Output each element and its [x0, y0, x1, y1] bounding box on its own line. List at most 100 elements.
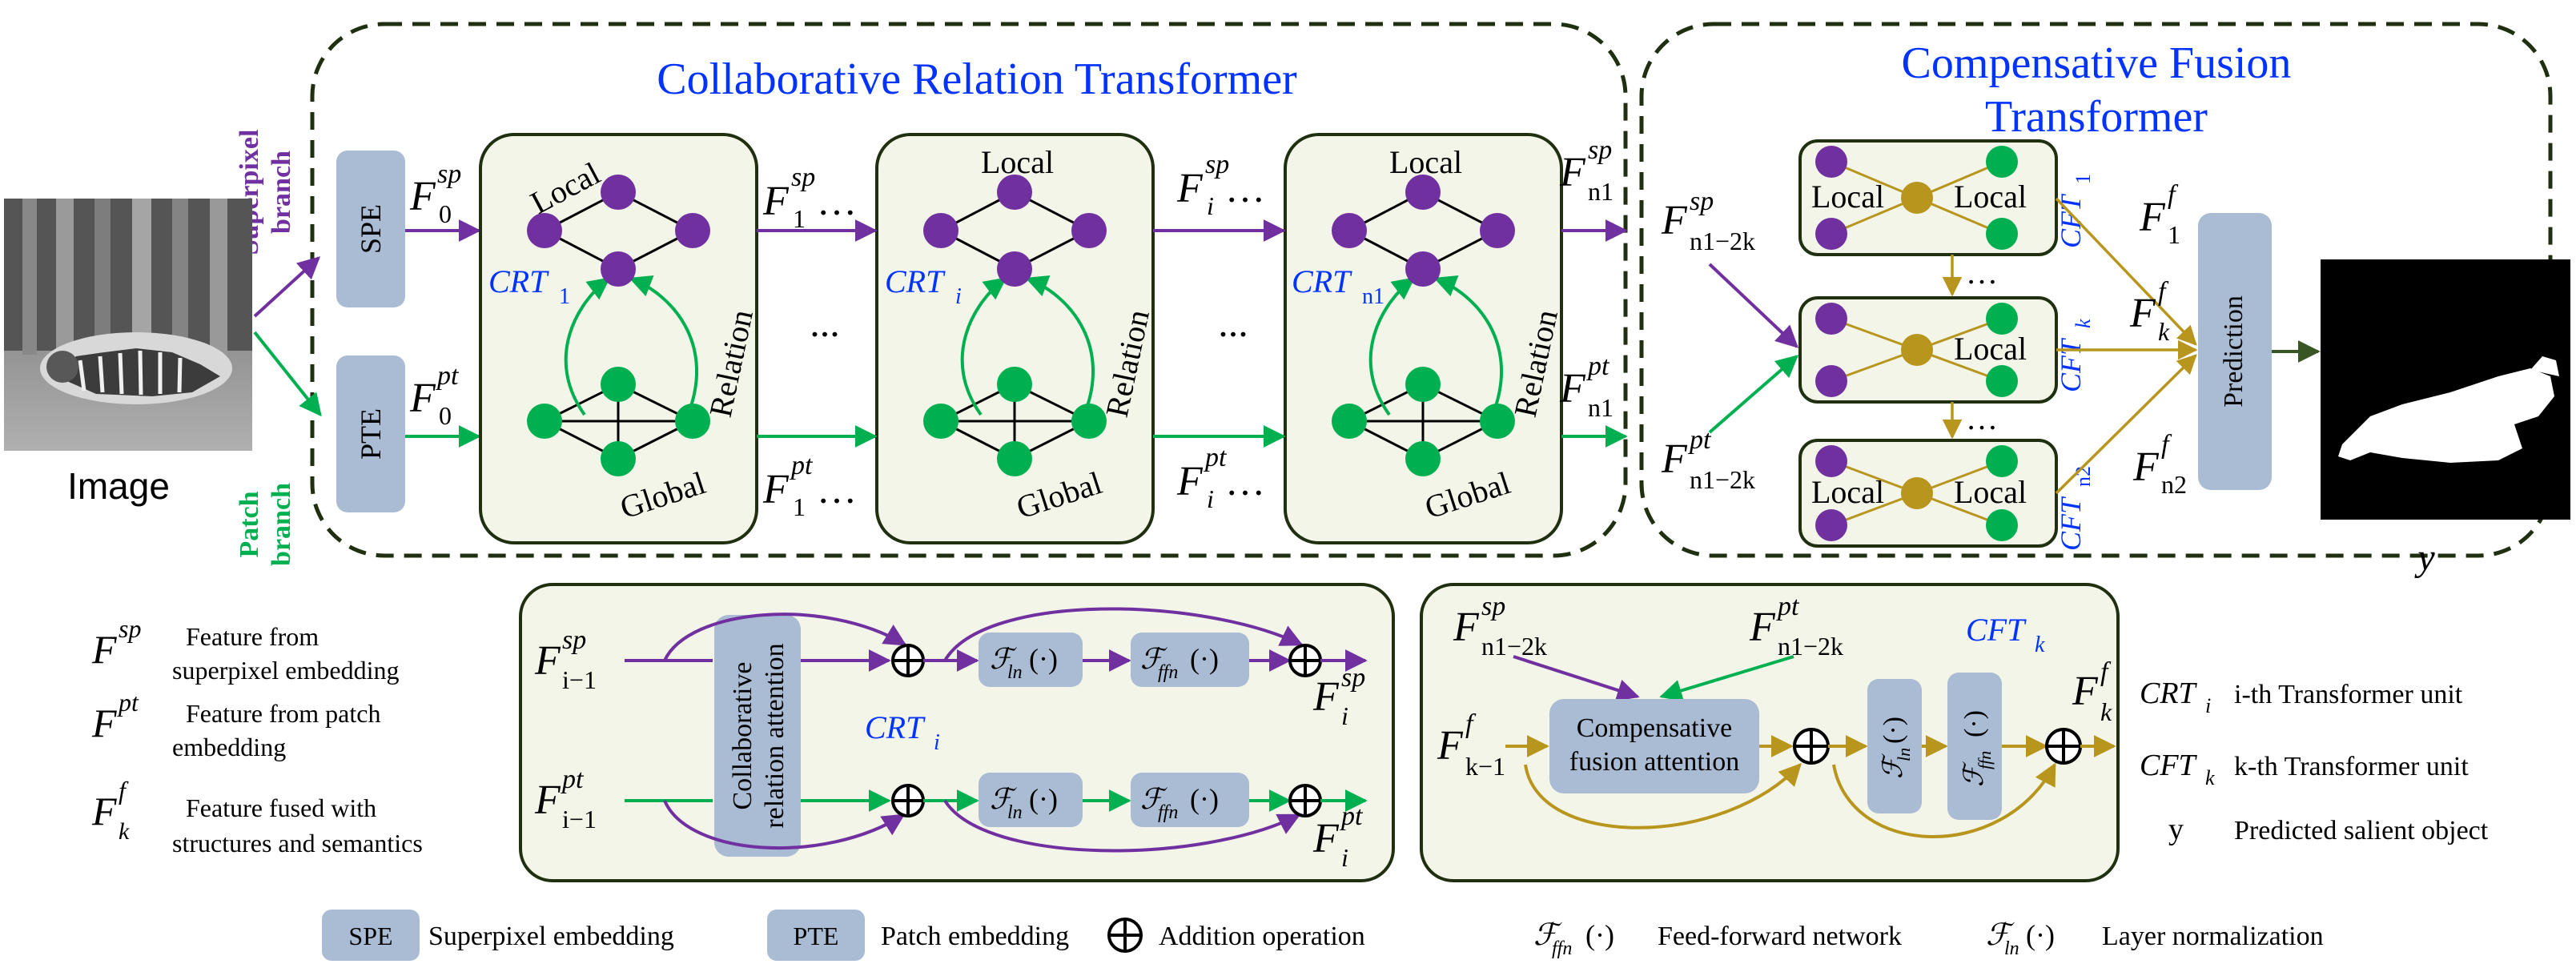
svg-text:n2: n2	[2161, 470, 2187, 499]
svg-text:Addition operation: Addition operation	[1159, 922, 1365, 951]
svg-text:CFT: CFT	[2055, 496, 2087, 551]
svg-text:PTE: PTE	[355, 408, 387, 460]
svg-text:CRT: CRT	[885, 263, 946, 299]
crt-unit-1-label: CRT 1	[488, 263, 570, 309]
svg-text:(·): (·)	[1959, 710, 1989, 737]
ellipsis-top-2: ...	[1218, 300, 1248, 345]
spe-module	[336, 151, 405, 307]
svg-text:n1: n1	[1362, 284, 1384, 309]
local-label: Local	[1954, 474, 2027, 510]
fi-pt-label: F pt i …	[1176, 443, 1265, 513]
svg-text:k: k	[2072, 319, 2095, 328]
local-label: Local	[1954, 331, 2027, 367]
svg-text:F: F	[409, 174, 436, 219]
svg-text:Feature fused with: Feature fused with	[186, 793, 376, 822]
f0-sp-label: F sp 0	[409, 159, 461, 228]
superpixel-node	[1071, 213, 1107, 248]
svg-text:PTE: PTE	[794, 922, 839, 950]
svg-text:F: F	[1661, 436, 1688, 482]
svg-text:…: …	[817, 467, 857, 512]
superpixel-node	[675, 213, 710, 248]
svg-text:sp: sp	[1690, 187, 1714, 216]
svg-text:Patch: Patch	[235, 491, 264, 557]
svg-text:F: F	[1559, 150, 1586, 195]
svg-text:…: …	[1225, 166, 1265, 211]
svg-text:CFT: CFT	[2055, 337, 2087, 392]
svg-text:1: 1	[2072, 174, 2095, 184]
local-label: Local	[1389, 144, 1462, 180]
svg-text:Feature from: Feature from	[186, 622, 319, 651]
patch-node	[997, 367, 1032, 402]
svg-text:(·): (·)	[1029, 643, 1058, 675]
svg-text:ln: ln	[1007, 662, 1023, 683]
svg-text:pt: pt	[1688, 425, 1712, 455]
crt-unit-i-label: CRT i	[885, 263, 962, 309]
svg-text:(·): (·)	[2026, 919, 2055, 951]
superpixel-node	[1815, 445, 1847, 477]
svg-text:F: F	[1176, 166, 1204, 211]
svg-text:1: 1	[793, 204, 806, 233]
superpixel-node	[1405, 175, 1441, 210]
cft-title-line1: Compensative Fusion	[1902, 38, 2292, 88]
svg-text:F: F	[2139, 195, 2166, 240]
cft-input-sp-label: F sp n1−2k	[1661, 187, 1755, 255]
svg-text:ln: ln	[2004, 938, 2019, 959]
legend-f: F f k Feature fused with structures and …	[91, 776, 423, 858]
svg-text:sp: sp	[437, 159, 461, 189]
f1-sp-label: F sp 1 …	[762, 163, 857, 233]
patch-node	[1986, 365, 2018, 397]
input-label: Image	[67, 465, 170, 507]
svg-text:F: F	[1312, 816, 1340, 862]
svg-text:Prediction: Prediction	[2219, 295, 2248, 408]
crt-detail-input-sp: F sp i−1	[534, 625, 597, 694]
cft-ellipsis-1: …	[1966, 255, 1998, 291]
svg-text:k: k	[2035, 633, 2045, 657]
svg-text:F: F	[1661, 198, 1688, 243]
svg-text:Feed-forward network: Feed-forward network	[1658, 922, 1902, 951]
svg-text:F: F	[1312, 674, 1340, 720]
cft-n2-label: CFT n2	[2055, 466, 2095, 551]
legend-pte: PTE Patch embedding	[767, 910, 1069, 961]
crt-dashed-panel	[310, 22, 1628, 558]
svg-text:i: i	[1341, 843, 1348, 872]
svg-text:i−1: i−1	[562, 805, 597, 833]
svg-text:superpixel embedding: superpixel embedding	[172, 656, 399, 685]
layer-norm-pt	[979, 773, 1083, 827]
svg-text:n1−2k: n1−2k	[1778, 632, 1843, 661]
cft-units-nodes: Local Local Local Local Local	[1811, 146, 2027, 541]
cft-detail-unit-label: CFT k	[1966, 612, 2045, 657]
svg-text:i: i	[1207, 484, 1214, 513]
f1-pt-label: F pt 1 …	[762, 451, 857, 521]
svg-text:i-th Transformer unit: i-th Transformer unit	[2234, 680, 2463, 709]
output-saliency-mask	[2321, 259, 2570, 520]
fusion-node	[1901, 477, 1933, 509]
patch-node	[527, 404, 562, 439]
superpixel-node	[601, 251, 636, 287]
cft-input-pt-label: F pt n1−2k	[1661, 425, 1755, 494]
patch-node	[1986, 146, 2018, 178]
svg-text:Feature from patch: Feature from patch	[186, 699, 380, 728]
svg-text:k−1: k−1	[1465, 752, 1505, 781]
svg-text:pt: pt	[1340, 801, 1364, 831]
output-label: y	[2413, 536, 2435, 579]
crt-detail-unit-label: CRT i	[865, 709, 940, 755]
svg-text:pt: pt	[561, 765, 585, 794]
svg-text:0: 0	[439, 401, 452, 430]
svg-text:CRT: CRT	[1292, 263, 1352, 299]
patch-node	[1986, 445, 2018, 477]
superpixel-node	[997, 175, 1032, 210]
prediction-module	[2198, 213, 2272, 490]
superpixel-node	[1480, 213, 1515, 248]
svg-text:0: 0	[439, 199, 452, 228]
f0-pt-label: F pt 0	[409, 361, 460, 430]
svg-text:n1−2k: n1−2k	[1690, 465, 1755, 494]
cft-detail-output-f: F f k	[2072, 657, 2112, 726]
svg-text:n1−2k: n1−2k	[1690, 227, 1755, 255]
svg-text:(·): (·)	[1585, 919, 1614, 951]
legend-cft: CFT k k-th Transformer unit	[2140, 749, 2469, 789]
patch-node	[1405, 367, 1441, 402]
legend-crt: CRT i i-th Transformer unit	[2140, 677, 2463, 717]
svg-text:Compensative: Compensative	[1577, 713, 1733, 743]
patch-node	[1986, 218, 2018, 250]
